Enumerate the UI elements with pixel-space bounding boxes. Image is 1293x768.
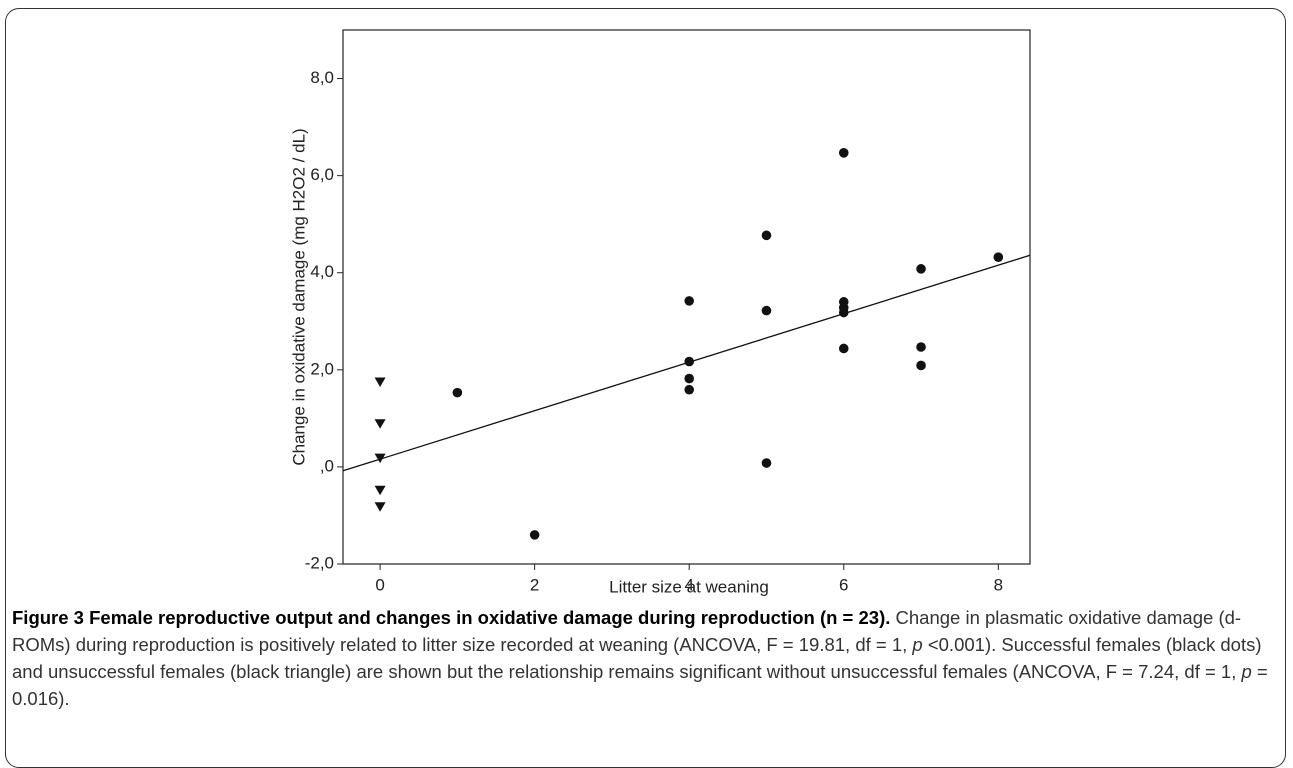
x-tick-label: 6 [839, 575, 848, 594]
point [761, 458, 772, 468]
y-tick-label: ,0 [320, 456, 334, 475]
triangle-point [374, 377, 386, 387]
x-tick-label: 8 [994, 575, 1003, 594]
caption-text: p [912, 634, 923, 655]
point [916, 264, 926, 274]
point [761, 230, 772, 241]
caption: Figure 3 Female reproductive output and … [12, 604, 1280, 712]
x-axis-label: Litter size at weaning [609, 577, 769, 596]
point [684, 373, 695, 384]
caption-text: <0.001). Successful females (black dots)… [12, 634, 1262, 682]
caption-text: p [1241, 661, 1252, 682]
x-tick-label: 0 [375, 575, 384, 594]
triangle-point [374, 419, 386, 429]
y-tick-label: 8,0 [310, 68, 334, 87]
point [761, 305, 772, 316]
caption-text: Change in plasmatic oxidative damage (d-… [12, 607, 1242, 655]
caption-text: = 0.016). [12, 661, 1268, 709]
triangle-point [374, 485, 386, 496]
point [684, 384, 695, 395]
plot-area [342, 29, 1031, 565]
caption-title: Figure 3 Female reproductive output and … [12, 607, 891, 628]
trend-line [342, 254, 1031, 472]
y-tick-label: -2,0 [305, 553, 334, 572]
y-tick-label: 2,0 [310, 359, 334, 378]
point [838, 148, 849, 158]
point [529, 530, 540, 540]
triangle-point [374, 453, 386, 464]
point [993, 252, 1004, 262]
triangle-point [374, 502, 386, 512]
point [838, 343, 849, 354]
y-tick-label: 6,0 [310, 165, 334, 184]
x-tick-label: 2 [530, 575, 539, 594]
page: {"chart_data": { "type": "scatter", "x_l… [5, 8, 1286, 768]
y-tick-label: 4,0 [310, 262, 334, 281]
chart: Litter size at weaning Change in oxidati… [289, 29, 1031, 596]
point [916, 360, 926, 371]
y-axis-label: Change in oxidative damage (mg H2O2 / dL… [289, 128, 308, 465]
x-tick-label: 4 [684, 575, 693, 594]
point [684, 296, 695, 306]
point [452, 387, 463, 398]
point [916, 342, 926, 352]
